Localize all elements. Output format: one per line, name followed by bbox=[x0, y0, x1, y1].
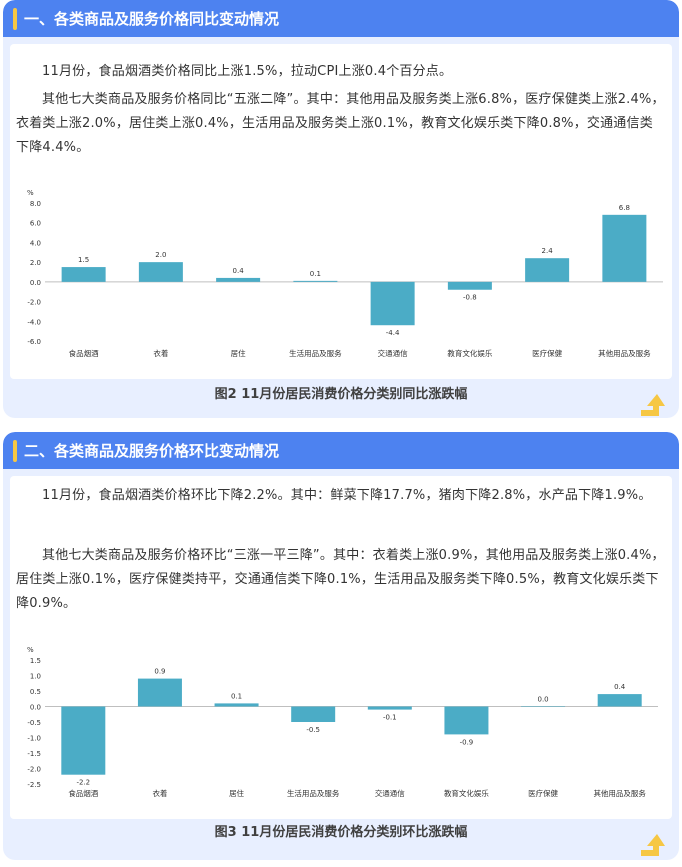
x-category-label: 食品烟酒 bbox=[68, 788, 98, 798]
data-label: -0.1 bbox=[383, 714, 397, 722]
paragraph: 11月份，食品烟酒类价格环比下降2.2%。其中：鲜菜下降17.7%，猪肉下降2.… bbox=[42, 488, 652, 503]
y-axis-unit: % bbox=[27, 646, 34, 654]
y-tick-label: -2.0 bbox=[27, 766, 41, 774]
y-tick-label: -6.0 bbox=[27, 338, 41, 346]
x-category-label: 生活用品及服务 bbox=[287, 788, 340, 798]
bar bbox=[367, 706, 412, 710]
data-label: 1.5 bbox=[78, 256, 89, 264]
bar bbox=[521, 706, 566, 707]
data-label: 0.1 bbox=[231, 692, 242, 700]
data-label: 2.0 bbox=[155, 251, 166, 259]
y-tick-label: 1.0 bbox=[30, 673, 41, 681]
data-label: -0.8 bbox=[463, 294, 477, 302]
data-label: -2.2 bbox=[76, 779, 90, 787]
x-category-label: 衣着 bbox=[153, 348, 168, 358]
x-category-label: 教育文化娱乐 bbox=[447, 348, 492, 358]
x-category-label: 居住 bbox=[229, 788, 244, 798]
chart-caption: 图3 11月份居民消费价格分类别环比涨跌幅 bbox=[214, 825, 468, 840]
bar bbox=[61, 706, 106, 775]
y-tick-label: 6.0 bbox=[30, 220, 41, 228]
y-tick-label: 0.0 bbox=[30, 279, 41, 287]
data-label: -0.9 bbox=[460, 738, 474, 746]
section-header: 一、各类商品及服务价格同比变动情况 bbox=[3, 0, 679, 37]
chart-mom: % 1.5 1.0 0.5 0.0 -0.5 -1.0 -1.5 -2.0 -2.5 -2.2食品烟… bbox=[12, 632, 669, 812]
bar bbox=[444, 706, 489, 735]
chart-caption: 图2 11月份居民消费价格分类别同比涨跌幅 bbox=[214, 387, 468, 402]
y-tick-label: 0.0 bbox=[30, 704, 41, 712]
data-label: 6.8 bbox=[619, 204, 630, 212]
bar bbox=[602, 214, 647, 282]
up-arrow-icon bbox=[641, 394, 665, 416]
y-tick-label: -0.5 bbox=[27, 719, 41, 727]
y-tick-label: 0.5 bbox=[30, 688, 41, 696]
y-tick-label: -1.5 bbox=[27, 750, 41, 758]
y-tick-label: 8.0 bbox=[30, 200, 41, 208]
data-label: 0.9 bbox=[154, 668, 165, 676]
bar bbox=[525, 258, 570, 282]
y-tick-label: -1.0 bbox=[27, 735, 41, 743]
x-category-label: 生活用品及服务 bbox=[289, 348, 342, 358]
data-label: 0.4 bbox=[233, 267, 245, 275]
x-category-label: 医疗保健 bbox=[528, 788, 558, 798]
section-title: 二、各类商品及服务价格环比变动情况 bbox=[24, 442, 280, 460]
data-label: 0.4 bbox=[614, 683, 626, 691]
y-tick-label: -4.0 bbox=[27, 318, 41, 326]
x-category-label: 衣着 bbox=[152, 788, 167, 798]
x-category-label: 医疗保健 bbox=[532, 348, 562, 358]
data-label: 0.1 bbox=[310, 270, 321, 278]
data-label: -4.4 bbox=[386, 329, 400, 337]
x-category-label: 食品烟酒 bbox=[69, 348, 99, 358]
chart-background bbox=[12, 632, 669, 812]
bar bbox=[216, 277, 261, 282]
paragraph: 其他七大类商品及服务价格环比“三涨一平三降”。其中：衣着类上涨0.9%，其他用品… bbox=[16, 548, 665, 611]
chart-background bbox=[12, 175, 669, 365]
y-tick-label: 2.0 bbox=[30, 259, 41, 267]
x-category-label: 教育文化娱乐 bbox=[444, 788, 489, 798]
bar bbox=[138, 262, 183, 282]
y-tick-label: 1.5 bbox=[30, 657, 41, 665]
bar bbox=[137, 678, 182, 707]
data-label: 0.0 bbox=[537, 696, 548, 704]
data-label: 2.4 bbox=[542, 247, 554, 255]
x-category-label: 其他用品及服务 bbox=[598, 348, 651, 358]
section-mom: 二、各类商品及服务价格环比变动情况 11月份，食品烟酒类价格环比下降2.2%。其… bbox=[3, 432, 679, 860]
section-yoy: 一、各类商品及服务价格同比变动情况 11月份，食品烟酒类价格同比上涨1.5%，拉… bbox=[3, 0, 679, 418]
y-axis-unit: % bbox=[27, 189, 34, 197]
header-accent-bar bbox=[13, 8, 17, 30]
x-category-label: 交通通信 bbox=[375, 788, 405, 798]
y-tick-label: -2.5 bbox=[27, 781, 41, 789]
bar bbox=[214, 703, 259, 707]
x-category-label: 其他用品及服务 bbox=[593, 788, 646, 798]
bar bbox=[293, 280, 338, 282]
y-tick-label: 4.0 bbox=[30, 239, 41, 247]
bar bbox=[597, 694, 642, 707]
bar bbox=[447, 281, 492, 290]
paragraph: 其他七大类商品及服务价格同比“五涨二降”。其中：其他用品及服务类上涨6.8%，医… bbox=[16, 92, 665, 155]
y-tick-label: -2.0 bbox=[27, 299, 41, 307]
bar bbox=[291, 706, 336, 722]
x-category-label: 交通通信 bbox=[378, 348, 408, 358]
up-arrow-icon bbox=[641, 834, 665, 856]
section-header: 二、各类商品及服务价格环比变动情况 bbox=[3, 432, 679, 469]
chart-yoy: % 8.0 6.0 4.0 2.0 0.0 -2.0 -4.0 -6.0 1.5 食品烟酒 2.0 衣着… bbox=[12, 175, 669, 365]
x-category-label: 居住 bbox=[231, 348, 246, 358]
bar bbox=[370, 281, 415, 326]
data-label: -0.5 bbox=[306, 726, 320, 734]
header-accent-bar bbox=[13, 440, 17, 462]
bar bbox=[61, 267, 106, 282]
paragraph: 11月份，食品烟酒类价格同比上涨1.5%，拉动CPI上涨0.4个百分点。 bbox=[42, 64, 453, 79]
section-title: 一、各类商品及服务价格同比变动情况 bbox=[24, 10, 280, 28]
